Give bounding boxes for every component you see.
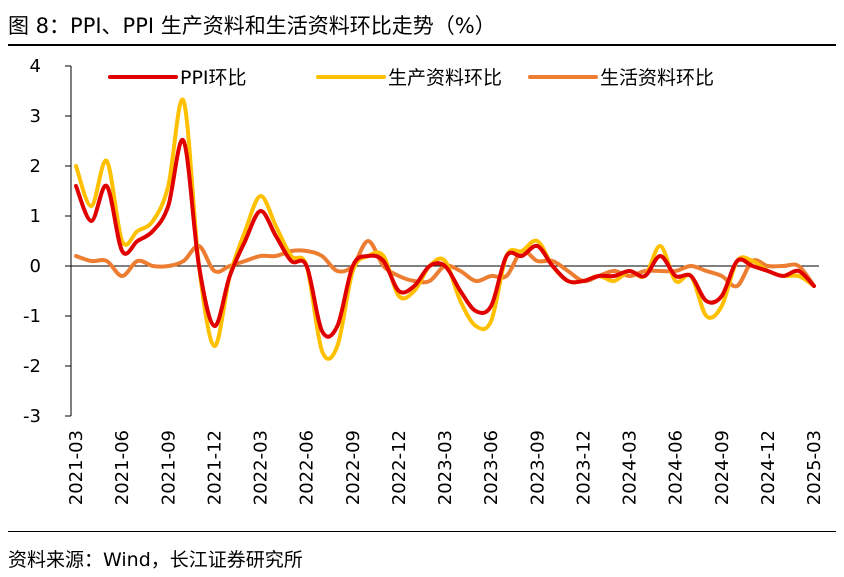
x-tick-label: 2023-03 [435,430,456,505]
x-tick-label: 2024-12 [758,430,779,505]
y-tick-label: 0 [30,256,41,277]
x-tick-label: 2021-03 [66,430,87,505]
y-tick-label: -3 [23,406,41,427]
footer-divider [8,531,836,532]
x-tick-label: 2025-03 [804,430,825,505]
y-tick-label: 1 [30,206,41,227]
title-divider [8,44,836,46]
data-source-note: 资料来源：Wind，长江证券研究所 [8,549,303,571]
x-tick-label: 2024-06 [666,430,687,505]
y-tick-label: 3 [30,106,41,127]
chart-axes: 4 3 2 1 0 -1 -2 -3 2021-03 2021-06 2021-09 2021-12 2… [23,56,825,505]
series-lines [74,97,816,361]
x-tick-label: 2022-09 [343,430,364,505]
x-tick-label: 2023-09 [527,430,548,505]
series-line-0 [74,137,816,339]
series-line-1 [74,97,816,361]
y-tick-label: 4 [30,56,41,77]
x-tick-label: 2023-12 [573,430,594,505]
x-tick-label: 2022-12 [389,430,410,505]
legend-label-2: 生活资料环比 [600,67,714,89]
chart-title: 图 8：PPI、PPI 生产资料和生活资料环比走势（%） [8,14,496,38]
y-tick-label: -2 [23,356,41,377]
x-tick-label: 2021-09 [158,430,179,505]
x-tick-label: 2021-12 [204,430,225,505]
x-tick-label: 2022-03 [251,430,272,505]
legend-label-0: PPI环比 [180,67,247,89]
legend-label-1: 生产资料环比 [388,67,502,89]
x-tick-label: 2023-06 [481,430,502,505]
y-tick-label: 2 [30,156,41,177]
x-tick-label: 2022-06 [297,430,318,505]
x-tick-label: 2021-06 [112,430,133,505]
x-tick-label: 2024-09 [712,430,733,505]
x-tick-label: 2024-03 [620,430,641,505]
chart-legend: PPI环比 生产资料环比 生活资料环比 [108,67,714,89]
y-tick-label: -1 [23,306,41,327]
